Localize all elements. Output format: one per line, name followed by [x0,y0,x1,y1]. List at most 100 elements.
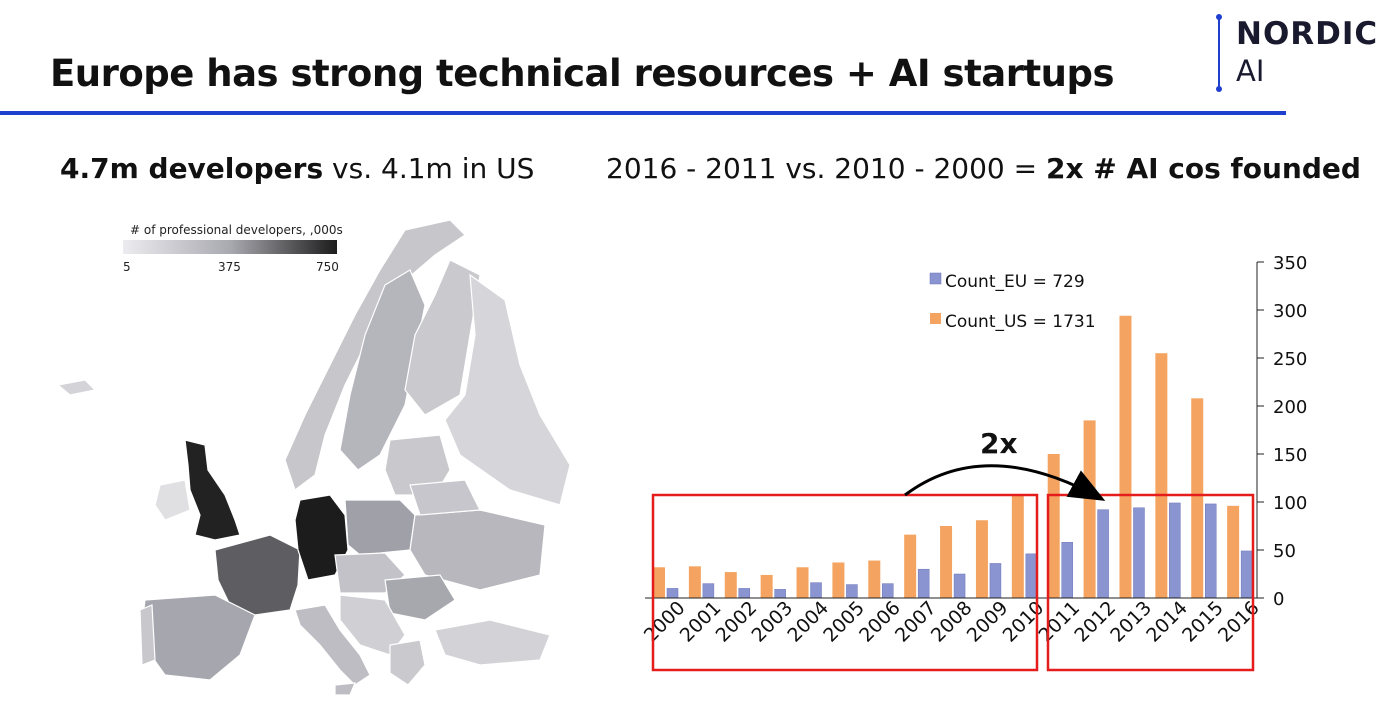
x-tick-label-2009: 2009 [963,597,1013,647]
map-region-romania [384,574,456,621]
bar-us-2010 [1011,494,1024,598]
bar-us-2004 [796,567,809,598]
bar-us-2013 [1119,315,1132,598]
map-region-turkey [434,619,551,666]
bar-eu-2009 [989,563,1002,599]
bar-eu-2012 [1097,509,1109,599]
bar-us-2014 [1155,353,1168,598]
nordic-ai-logo: NORDIC AI [1216,14,1391,94]
logo-bar-icon [1216,14,1222,92]
x-tick-label-2015: 2015 [1178,597,1228,647]
legend-swatch-eu [929,272,942,285]
ai-companies-subtitle: 2016 - 2011 vs. 2010 - 2000 = 2x # AI co… [606,152,1361,185]
bar-eu-2005 [846,584,858,599]
bar-us-2009 [975,520,988,598]
logo-sub: AI [1236,54,1265,88]
highlight-box-2011-2016 [1046,493,1255,672]
map-region-portugal [139,604,156,666]
logo-word: NORDIC [1236,16,1379,52]
map-region-uk [184,439,241,541]
map-region-france [214,534,301,616]
bar-us-2007 [904,534,917,598]
ai-companies-subtitle-bold: 2x # AI cos founded [1045,152,1361,185]
bar-eu-2006 [882,583,894,599]
x-tick-label-2000: 2000 [640,597,690,647]
bar-eu-2015 [1204,503,1217,599]
map-region-sicily [334,682,356,696]
bar-us-2000 [653,567,665,598]
bar-eu-2000 [666,588,679,599]
ai-companies-subtitle-plain: 2016 - 2011 vs. 2010 - 2000 = [606,152,1046,185]
map-legend-title: # of professional developers, ,000s [130,223,343,237]
y-tick-label-150: 150 [1273,445,1307,466]
y-tick-label-300: 300 [1273,301,1307,322]
legend-swatch-us [930,313,941,324]
map-region-russia-west [444,273,571,506]
x-tick-label-2004: 2004 [783,597,833,647]
map-region-sweden [339,269,426,471]
y-tick-label-200: 200 [1273,397,1307,418]
growth-arrow [904,464,1106,501]
x-tick-label-2001: 2001 [676,597,726,647]
bar-eu-2007 [917,568,930,599]
map-region-iceland [56,379,97,396]
x-tick-label-2014: 2014 [1142,597,1192,647]
bar-us-2012 [1083,420,1096,598]
bar-eu-2001 [702,583,715,599]
bar-eu-2002 [738,588,751,599]
bar-us-2002 [724,572,737,598]
bar-us-2016 [1227,505,1240,598]
bar-eu-2011 [1061,542,1073,599]
map-region-belarus [409,479,481,516]
bar-eu-2016 [1240,550,1253,599]
title-divider [0,111,1286,115]
bar-eu-2010 [1025,553,1038,599]
map-region-italy [294,604,371,686]
developers-subtitle-bold: 4.7m developers [60,152,324,185]
bar-eu-2013 [1133,507,1145,599]
y-tick-label-250: 250 [1273,349,1307,370]
bar-us-2001 [688,566,701,598]
bar-us-2015 [1191,398,1204,598]
y-tick-label-350: 350 [1273,253,1307,274]
x-tick-label-2012: 2012 [1070,597,1120,647]
map-region-ukraine [409,509,546,591]
bar-us-2005 [832,562,845,598]
legend-label-us: Count_US = 1731 [945,312,1096,332]
bar-eu-2004 [810,582,822,599]
map-legend-gradient [123,240,337,254]
map-region-norway [284,219,466,491]
slide-title: Europe has strong technical resources + … [50,52,1115,95]
y-tick-label-0: 0 [1273,589,1284,610]
bar-eu-2008 [953,573,966,599]
x-tick-label-2011: 2011 [1035,597,1085,647]
europe-developer-map [56,219,571,696]
y-tick-label-100: 100 [1273,493,1307,514]
bar-us-2006 [868,560,881,598]
bar-eu-2014 [1169,502,1181,599]
map-legend-tick-min: 5 [123,260,131,274]
x-tick-label-2005: 2005 [819,597,869,647]
x-tick-label-2002: 2002 [712,597,762,647]
map-region-iberia [139,594,256,681]
x-tick-label-2003: 2003 [747,597,797,647]
x-tick-label-2006: 2006 [855,597,905,647]
map-legend-tick-max: 750 [316,260,339,274]
x-tick-label-2008: 2008 [927,597,977,647]
highlight-box-2000-2010 [651,493,1039,672]
developers-subtitle-rest: vs. 4.1m in US [323,152,535,185]
x-tick-label-2016: 2016 [1214,597,1264,647]
developers-subtitle: 4.7m developers vs. 4.1m in US [60,152,534,185]
y-tick-label-50: 50 [1273,541,1296,562]
x-tick-label-2007: 2007 [891,597,941,647]
bar-eu-2003 [774,589,786,599]
x-tick-label-2010: 2010 [999,597,1049,647]
map-region-ireland [154,479,191,521]
bar-us-2003 [760,574,773,598]
x-tick-label-2013: 2013 [1106,597,1156,647]
map-region-greece [389,639,426,686]
map-legend-tick-mid: 375 [218,260,241,274]
legend-label-eu: Count_EU = 729 [945,272,1085,292]
bar-us-2011 [1047,454,1060,598]
